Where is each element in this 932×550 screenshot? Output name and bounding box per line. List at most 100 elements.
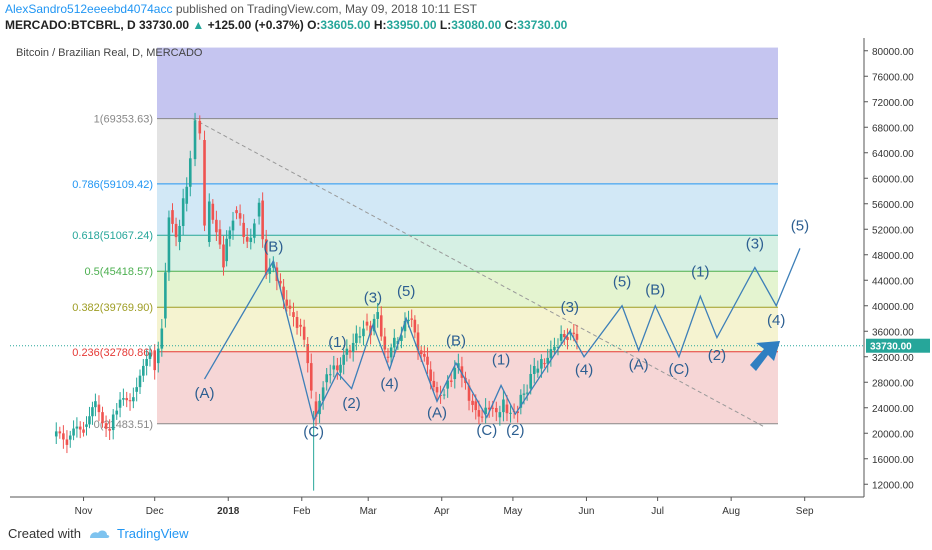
candle-body xyxy=(302,326,306,340)
candle-body xyxy=(429,369,432,381)
close-label: C: xyxy=(504,18,518,32)
wave-label: (5) xyxy=(791,218,809,235)
candle-body xyxy=(351,342,355,353)
candle-body xyxy=(559,333,563,341)
y-tick-label: 72000.00 xyxy=(872,98,914,109)
candle-body xyxy=(348,350,352,353)
candle-body xyxy=(393,337,396,348)
y-tick-label: 44000.00 xyxy=(872,276,914,287)
candle-body xyxy=(272,261,275,268)
candle-body xyxy=(453,367,457,380)
candle-body xyxy=(104,423,108,429)
candle-body xyxy=(407,319,410,321)
chart-title: Bitcoin / Brazilian Real, D, MERCADO xyxy=(16,47,203,59)
publish-info: AlexSandro512eeeebd4074acc published on … xyxy=(5,2,477,16)
candle-body xyxy=(543,363,546,365)
fib-zone xyxy=(157,271,778,308)
candle-body xyxy=(572,332,576,334)
created-with-label: Created with xyxy=(8,526,81,541)
candle-body xyxy=(345,348,349,355)
wave-label: (C) xyxy=(476,422,497,439)
candle-body xyxy=(358,336,362,338)
candle-body xyxy=(540,359,543,369)
candle-body xyxy=(108,428,111,431)
candle-body xyxy=(138,375,142,388)
candle-body xyxy=(178,225,181,242)
candle-body xyxy=(97,404,101,413)
candle-body xyxy=(487,407,491,410)
candle-body xyxy=(432,380,436,388)
candle-body xyxy=(413,319,417,333)
wave-label: (B) xyxy=(446,332,466,349)
candle-body xyxy=(58,431,62,434)
candle-body xyxy=(282,286,285,300)
last-price-label: 33730.00 xyxy=(870,342,912,353)
candle-body xyxy=(566,337,569,340)
candle-body xyxy=(505,404,509,414)
wave-label: (2) xyxy=(708,347,726,364)
footer: Created with TradingView xyxy=(8,526,189,541)
candle-body xyxy=(245,237,249,242)
wave-label: (1) xyxy=(492,351,510,368)
candle-body xyxy=(128,400,132,402)
candle-body xyxy=(519,394,523,408)
candle-body xyxy=(242,222,245,238)
candle-body xyxy=(403,320,407,332)
wave-label: (4) xyxy=(575,362,593,379)
candle-body xyxy=(365,321,369,326)
candle-body xyxy=(522,393,526,395)
candle-body xyxy=(563,333,566,338)
wave-label: (2) xyxy=(342,395,360,412)
candle-body xyxy=(257,202,261,217)
y-tick-label: 12000.00 xyxy=(872,480,914,491)
candle-body xyxy=(477,410,481,417)
candle-body xyxy=(426,356,429,365)
candle-body xyxy=(228,230,232,239)
fib-zone xyxy=(157,118,778,184)
candle-body xyxy=(575,333,579,340)
candle-body xyxy=(135,387,138,392)
wave-label: (C) xyxy=(303,423,324,440)
candle-body xyxy=(132,397,135,402)
wave-label: (4) xyxy=(767,312,785,329)
high-label: H: xyxy=(373,18,387,32)
candle-body xyxy=(549,349,553,358)
candle-body xyxy=(553,346,556,351)
candle-body xyxy=(153,350,157,371)
candle-body xyxy=(207,201,211,242)
candle-body xyxy=(91,407,94,417)
candle-body xyxy=(556,346,560,348)
tradingview-brand[interactable]: TradingView xyxy=(116,526,189,541)
candle-body xyxy=(78,426,82,430)
x-tick-label: Dec xyxy=(146,506,164,517)
candle-body xyxy=(295,317,299,328)
fib-label: 0.786(59109.42) xyxy=(72,179,153,191)
candle-body xyxy=(167,217,171,273)
candle-body xyxy=(419,350,423,354)
y-tick-label: 20000.00 xyxy=(872,429,914,440)
candle-body xyxy=(471,400,474,405)
author-link[interactable]: AlexSandro512eeeebd4074acc xyxy=(5,2,173,16)
fib-zone xyxy=(157,183,778,236)
candle-body xyxy=(85,424,88,427)
candle-body xyxy=(160,328,164,349)
wave-label: (C) xyxy=(669,361,690,378)
candle-body xyxy=(288,305,292,309)
candle-body xyxy=(516,411,519,414)
candle-body xyxy=(285,299,289,306)
wave-label: (5) xyxy=(397,283,415,300)
candle-body xyxy=(546,357,550,364)
candle-body xyxy=(460,366,464,378)
candle-body xyxy=(75,426,79,429)
candle-body xyxy=(342,354,345,365)
y-tick-label: 76000.00 xyxy=(872,72,914,83)
candle-body xyxy=(125,398,129,401)
candle-body xyxy=(502,399,505,413)
candle-body xyxy=(222,244,225,268)
y-tick-label: 52000.00 xyxy=(872,225,914,236)
open-label: O: xyxy=(307,18,321,32)
candle-body xyxy=(211,203,215,220)
high-value: 33950.00 xyxy=(386,18,437,32)
y-tick-label: 28000.00 xyxy=(872,378,914,389)
